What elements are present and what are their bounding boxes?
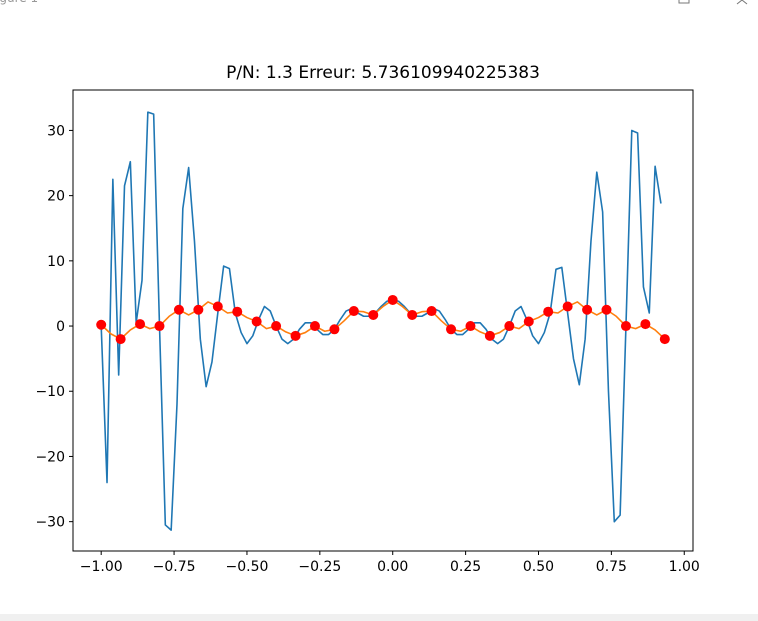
data-point [329, 324, 340, 335]
maximize-button[interactable] [678, 0, 690, 4]
x-tick-label: 0.25 [450, 559, 481, 575]
series-line [100, 111, 662, 531]
data-point [212, 301, 223, 312]
data-point [465, 321, 476, 332]
x-tick-label: −0.50 [226, 559, 269, 575]
x-tick-label: 0.50 [523, 559, 554, 575]
chart-title: P/N: 1.3 Erreur: 5.736109940225383 [226, 63, 540, 83]
data-point [154, 321, 165, 332]
data-point [271, 321, 282, 332]
y-tick-label: 10 [47, 254, 65, 270]
data-point [484, 330, 495, 341]
y-tick-label: −10 [35, 384, 65, 400]
axes-frame [72, 89, 694, 552]
data-point [290, 330, 301, 341]
data-point [96, 319, 107, 330]
data-point [309, 321, 320, 332]
data-point [368, 309, 379, 320]
data-point [620, 321, 631, 332]
data-point [135, 319, 146, 330]
data-point [193, 304, 204, 315]
data-point [348, 306, 359, 317]
data-point [659, 334, 670, 345]
data-point [640, 319, 651, 330]
close-button[interactable] [736, 0, 748, 5]
y-tick-label: 0 [56, 319, 65, 335]
data-point [251, 316, 262, 327]
data-point [173, 304, 184, 315]
x-tick-label: 0.75 [596, 559, 627, 575]
data-point [601, 304, 612, 315]
x-tick-label: −0.25 [298, 559, 341, 575]
y-tick-label: 30 [47, 123, 65, 139]
plot: −1.00 −0.75 −0.50 −0.25 0.00 0.25 0.50 0.75 1.00… [35, 111, 700, 575]
x-tick-label: −1.00 [80, 559, 123, 575]
y-tick-label: −30 [35, 515, 65, 531]
y-tick-label: 20 [47, 189, 65, 205]
x-tick-label: −0.75 [153, 559, 196, 575]
y-tick-label: −20 [35, 449, 65, 465]
x-tick-label: 1.00 [669, 559, 700, 575]
data-point [523, 316, 534, 327]
x-tick-label: 0.00 [377, 559, 408, 575]
data-point [232, 306, 243, 317]
toolbar [0, 614, 758, 621]
data-point [582, 304, 593, 315]
data-point [562, 301, 573, 312]
data-point [446, 324, 457, 335]
window-title: Figure 1 [0, 0, 38, 5]
data-point [426, 306, 437, 317]
data-point [407, 309, 418, 320]
data-point [387, 294, 398, 305]
data-point [543, 306, 554, 317]
data-point [504, 321, 515, 332]
data-point [115, 334, 126, 345]
